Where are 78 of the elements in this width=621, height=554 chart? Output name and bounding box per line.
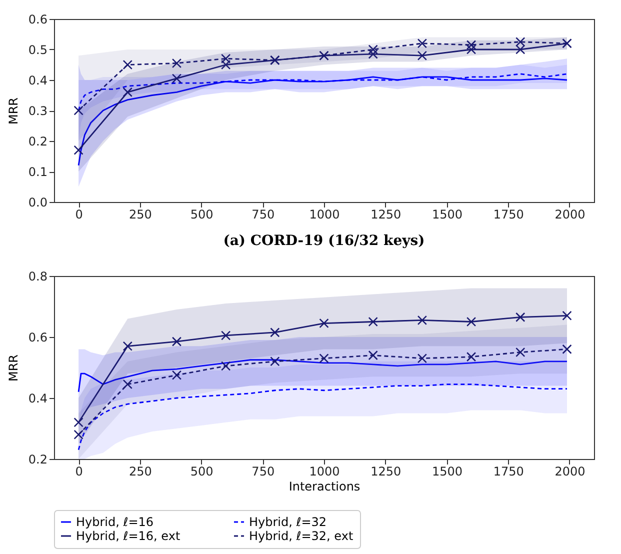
y-tick-label: 0.4 — [28, 392, 48, 406]
point — [220, 60, 231, 70]
point — [270, 356, 280, 366]
y-tick-label: 0.4 — [28, 74, 48, 88]
point — [562, 344, 572, 354]
y-tick-label: 0.2 — [28, 134, 48, 148]
x-tick-label: 1750 — [493, 464, 524, 478]
point — [74, 145, 84, 155]
point — [516, 347, 526, 358]
point — [74, 106, 84, 116]
point — [562, 310, 572, 320]
point — [466, 44, 476, 54]
point — [122, 60, 132, 70]
point — [220, 330, 231, 340]
y-tick-label: 0.6 — [28, 12, 48, 26]
point — [368, 350, 378, 360]
x-tick-label: 1000 — [309, 464, 340, 478]
point — [220, 361, 231, 371]
x-tick-label: 2000 — [554, 208, 586, 222]
x-tick-label: 2000 — [554, 464, 586, 478]
x-axis-title: Interactions — [288, 480, 360, 494]
point — [368, 316, 378, 327]
line-series — [78, 76, 568, 166]
x-tick-label: 500 — [190, 464, 214, 478]
y-tick-label: 0.1 — [28, 165, 48, 179]
x-tick-label: 250 — [128, 464, 152, 478]
x-tick-label: 750 — [252, 208, 275, 222]
x-tick-label: 500 — [190, 208, 214, 222]
point — [74, 418, 84, 428]
point — [172, 336, 182, 346]
x-tick-label: 1500 — [432, 208, 462, 222]
legend-label: Hybrid, ℓ=32, ext — [249, 529, 354, 543]
point — [516, 44, 526, 54]
point — [172, 370, 182, 380]
y-tick-label: 0.0 — [28, 196, 48, 210]
point — [466, 316, 476, 327]
y-tick-label: 0.5 — [28, 43, 48, 57]
point — [319, 318, 329, 328]
point — [516, 37, 526, 47]
point — [516, 312, 526, 322]
y-tick-label: 0.8 — [28, 270, 48, 284]
point — [220, 54, 231, 64]
legend-label: Hybrid, ℓ=32 — [249, 515, 327, 529]
y-axis-title: MRR — [6, 97, 20, 125]
y-tick-label: 0.6 — [28, 330, 48, 344]
x-tick-label: 0 — [75, 464, 83, 478]
x-tick-label: 750 — [252, 464, 275, 478]
line-series — [78, 359, 568, 393]
x-tick-label: 1250 — [370, 464, 402, 478]
point — [417, 38, 428, 48]
point — [122, 379, 132, 390]
point — [74, 430, 84, 440]
point — [368, 49, 378, 59]
x-tick-label: 250 — [128, 208, 152, 222]
x-tick-label: 1500 — [432, 464, 462, 478]
x-tick-label: 1000 — [309, 208, 340, 222]
point — [466, 40, 476, 50]
point — [466, 352, 476, 362]
point — [172, 58, 182, 68]
x-tick-label: 1250 — [370, 208, 402, 222]
point — [417, 50, 428, 60]
point — [368, 44, 378, 54]
point — [122, 341, 132, 351]
point — [270, 328, 280, 338]
y-tick-label: 0.3 — [28, 104, 48, 118]
x-tick-label: 0 — [75, 208, 83, 222]
point — [417, 315, 428, 326]
point — [122, 87, 132, 98]
x-tick-label: 1750 — [493, 208, 524, 222]
point — [172, 74, 182, 84]
point — [417, 354, 428, 364]
legend-label: Hybrid, ℓ=16, ext — [76, 529, 180, 543]
line-series — [78, 384, 568, 451]
text: (a) CORD-19 (16/32 keys) — [223, 233, 425, 249]
legend-label: Hybrid, ℓ=16 — [76, 515, 154, 529]
y-axis-title: MRR — [6, 354, 20, 382]
point — [319, 354, 329, 364]
y-tick-label: 0.2 — [28, 452, 48, 466]
